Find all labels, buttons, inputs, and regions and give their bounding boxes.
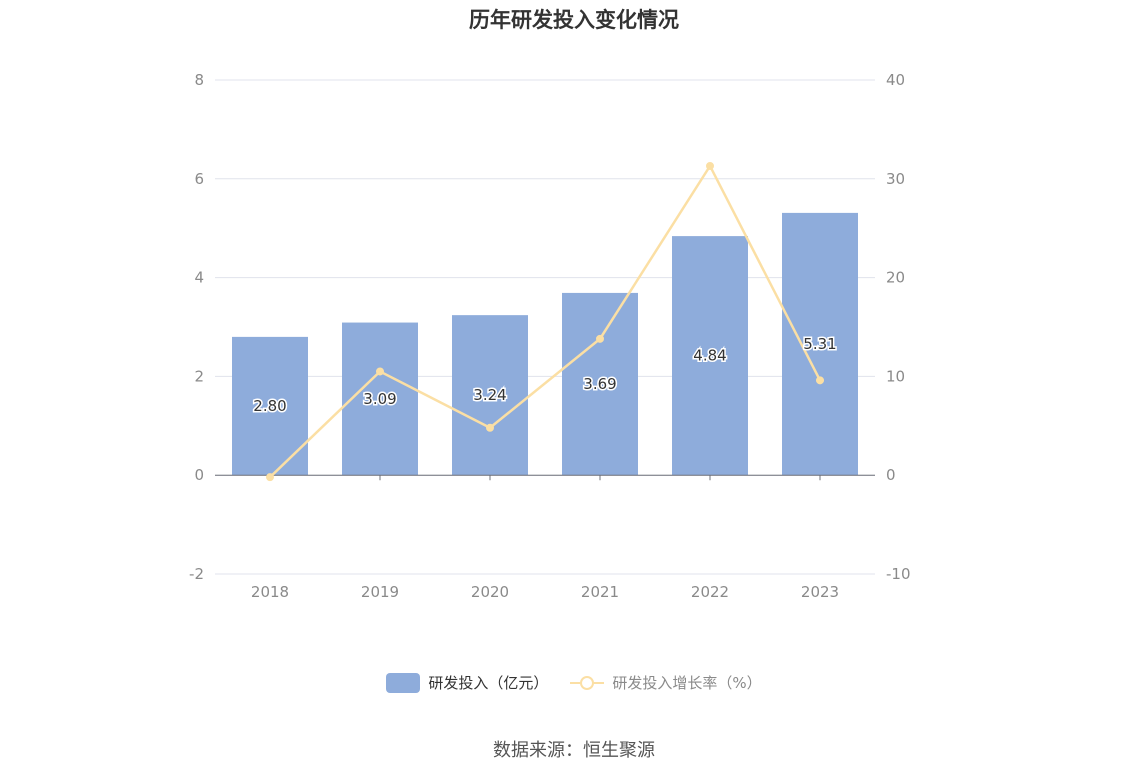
bar-value-label: 5.31	[803, 335, 836, 353]
bar-value-label: 3.69	[583, 375, 616, 393]
grid-lines	[215, 79, 875, 575]
growth-rate-point-2022	[706, 161, 714, 170]
y-left-tick-label: -2	[189, 565, 204, 583]
y-right-tick-label: 20	[886, 269, 905, 287]
x-tick-label: 2018	[251, 583, 289, 601]
bar-2020	[452, 315, 528, 476]
growth-rate-point-2021	[596, 334, 604, 343]
legend: 研发投入（亿元） 研发投入增长率（%）	[0, 672, 1148, 693]
y-left-tick-label: 6	[194, 170, 204, 188]
y-right-tick-label: 40	[886, 71, 905, 89]
legend-line-swatch	[570, 673, 605, 693]
y-left-tick-label: 4	[194, 269, 204, 287]
growth-rate-line	[269, 163, 822, 479]
legend-label-growth-rate: 研发投入增长率（%）	[612, 674, 762, 692]
bar-value-label: 3.09	[363, 390, 396, 408]
y-left-tick-label: 0	[194, 466, 204, 484]
y-right-tick-label: 30	[886, 170, 905, 188]
x-tick-label: 2020	[471, 583, 509, 601]
source-note: 数据来源：恒生聚源	[493, 740, 655, 761]
growth-rate-point-2019	[376, 367, 384, 376]
x-tick-label: 2022	[691, 583, 729, 601]
legend-item-growth-rate[interactable]: 研发投入增长率（%）	[570, 672, 762, 693]
y-right-tick-label: 10	[886, 367, 905, 385]
legend-bar-swatch	[386, 672, 421, 693]
bar-2019	[342, 322, 418, 476]
x-tick-label: 2023	[801, 583, 839, 601]
axes: -2 0 2 4 6 8 -10 0 10 20 30 40 2018 2019 2020 2021 2022 2…	[189, 71, 910, 601]
bar-value-label: 3.24	[473, 386, 506, 404]
bar-2022	[672, 236, 748, 476]
bar-value-label: 4.84	[693, 347, 726, 365]
data-labels: 2.80 3.09 3.24 3.69 4.84 5.31	[252, 334, 838, 417]
bar-2021	[562, 292, 638, 476]
y-right-tick-label: 0	[886, 466, 896, 484]
y-left-tick-label: 8	[194, 71, 204, 89]
bar-2023	[782, 212, 858, 476]
y-right-tick-label: -10	[886, 565, 911, 583]
growth-rate-point-2020	[486, 423, 494, 432]
bar-series	[232, 212, 858, 476]
growth-rate-point-2023	[816, 376, 824, 385]
legend-item-rd-investment[interactable]: 研发投入（亿元）	[386, 672, 548, 693]
bar-value-label: 2.80	[253, 397, 286, 415]
line-series	[266, 161, 824, 482]
y-left-tick-label: 2	[194, 367, 204, 385]
chart-title: 历年研发投入变化情况	[469, 8, 679, 32]
legend-label-rd-investment: 研发投入（亿元）	[428, 674, 549, 692]
growth-rate-point-2018	[266, 473, 274, 482]
x-tick-label: 2019	[361, 583, 399, 601]
x-tick-label: 2021	[581, 583, 619, 601]
